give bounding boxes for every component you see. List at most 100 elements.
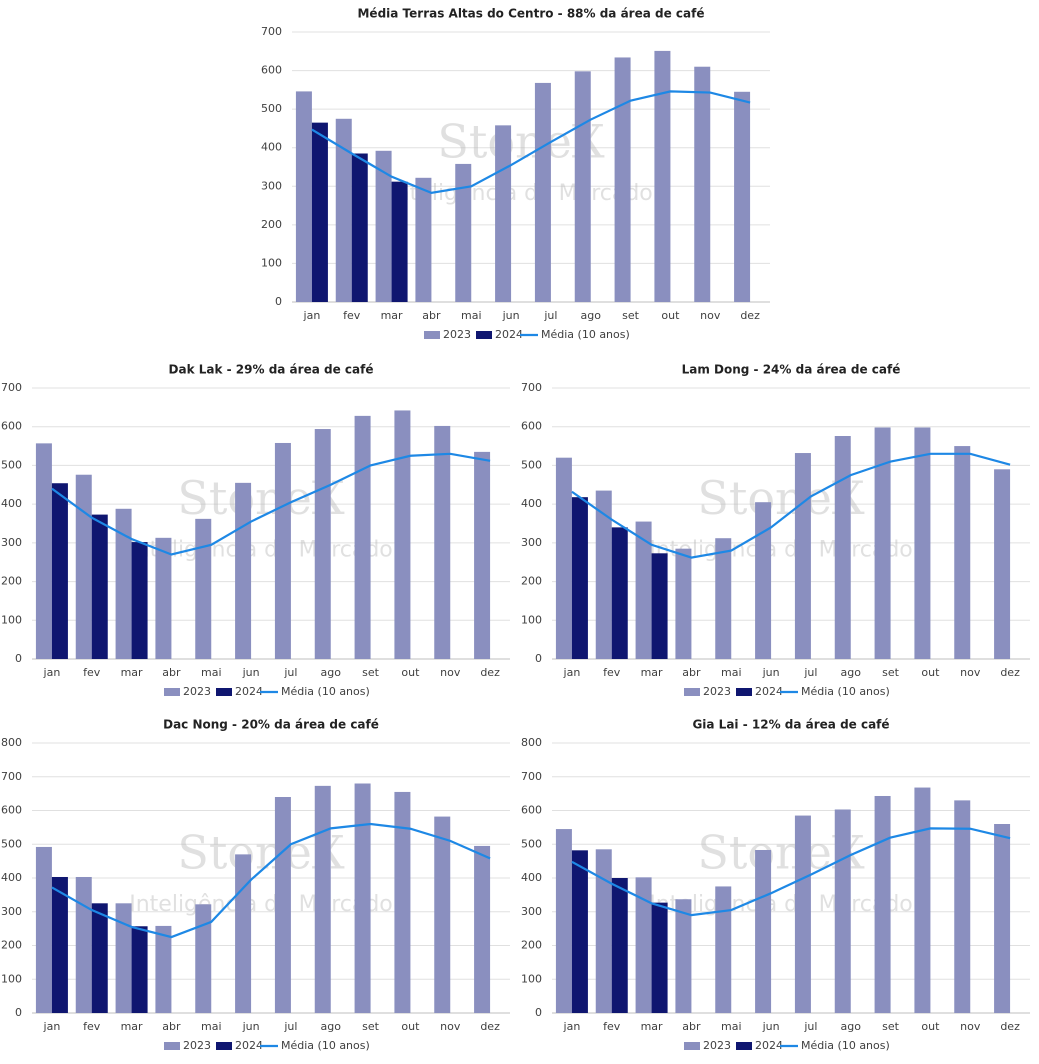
bar bbox=[794, 453, 811, 659]
y-tick-label: 200 bbox=[521, 575, 542, 588]
bar bbox=[874, 795, 891, 1013]
legend-label: Média (10 anos) bbox=[801, 685, 890, 698]
bar bbox=[354, 783, 371, 1013]
y-tick-label: 500 bbox=[521, 837, 542, 850]
bar bbox=[834, 436, 851, 659]
chart-title: Gia Lai - 12% da área de café bbox=[692, 718, 889, 732]
x-tick-label: abr bbox=[162, 666, 181, 679]
legend-swatch bbox=[164, 688, 180, 696]
y-tick-label: 100 bbox=[521, 972, 542, 985]
y-tick-label: 300 bbox=[521, 536, 542, 549]
bar bbox=[954, 800, 971, 1013]
y-tick-label: 700 bbox=[261, 25, 282, 38]
x-tick-label: fev bbox=[603, 666, 621, 679]
x-tick-label: abr bbox=[422, 309, 441, 322]
x-tick-label: set bbox=[882, 1020, 899, 1033]
x-tick-label: mar bbox=[121, 666, 143, 679]
chart-title: Média Terras Altas do Centro - 88% da ár… bbox=[357, 7, 704, 21]
y-tick-label: 100 bbox=[261, 256, 282, 269]
bar bbox=[474, 451, 491, 659]
x-tick-label: jun bbox=[242, 666, 260, 679]
y-tick-label: 700 bbox=[521, 770, 542, 783]
bar bbox=[555, 457, 572, 659]
y-tick-label: 400 bbox=[521, 871, 542, 884]
bar bbox=[195, 518, 212, 659]
y-tick-label: 800 bbox=[521, 736, 542, 749]
bar bbox=[335, 118, 352, 303]
bar bbox=[434, 425, 451, 659]
x-tick-label: jan bbox=[303, 309, 321, 322]
x-tick-label: jan bbox=[563, 666, 581, 679]
y-tick-label: 200 bbox=[521, 939, 542, 952]
x-tick-label: set bbox=[362, 1020, 379, 1033]
x-tick-label: jun bbox=[762, 1020, 780, 1033]
chart: Dak Lak - 29% da área de café 0 100 200 300 4… bbox=[1, 363, 510, 698]
line bbox=[571, 452, 1011, 559]
x-tick-label: nov bbox=[440, 1020, 461, 1033]
bar bbox=[235, 854, 252, 1013]
y-tick-label: 500 bbox=[521, 458, 542, 471]
bar bbox=[474, 845, 491, 1013]
bar bbox=[235, 482, 252, 659]
bar bbox=[794, 815, 811, 1013]
bar bbox=[914, 427, 931, 659]
bar bbox=[675, 548, 692, 659]
bar bbox=[651, 553, 668, 659]
x-tick-label: jan bbox=[563, 1020, 581, 1033]
x-tick-label: ago bbox=[321, 666, 342, 679]
chart: Média Terras Altas do Centro - 88% da ár… bbox=[261, 7, 770, 341]
legend-label: 2024 bbox=[755, 685, 783, 698]
x-tick-label: fev bbox=[83, 1020, 101, 1033]
bar bbox=[51, 483, 68, 659]
bar bbox=[375, 150, 392, 302]
bar bbox=[354, 415, 371, 659]
watermark-subtitle: Inteligência de Mercado bbox=[129, 892, 393, 917]
y-tick-label: 300 bbox=[261, 179, 282, 192]
y-tick-label: 300 bbox=[521, 905, 542, 918]
y-tick-label: 600 bbox=[521, 420, 542, 433]
bar bbox=[311, 122, 328, 303]
legend-swatch bbox=[736, 1042, 752, 1050]
legend-label: 2024 bbox=[755, 1039, 783, 1052]
legend-label: 2024 bbox=[495, 328, 523, 341]
legend-label: Média (10 anos) bbox=[541, 328, 630, 341]
x-tick-label: out bbox=[921, 666, 940, 679]
y-tick-label: 100 bbox=[1, 972, 22, 985]
x-tick-label: jul bbox=[283, 1020, 297, 1033]
bar bbox=[715, 886, 732, 1013]
x-tick-label: out bbox=[661, 309, 680, 322]
bar bbox=[274, 442, 291, 659]
legend-label: Média (10 anos) bbox=[281, 685, 370, 698]
x-tick-label: dez bbox=[480, 666, 500, 679]
y-tick-label: 0 bbox=[15, 652, 22, 665]
y-tick-label: 200 bbox=[261, 218, 282, 231]
bar bbox=[131, 542, 148, 659]
y-tick-label: 500 bbox=[1, 837, 22, 850]
bar bbox=[75, 474, 92, 659]
x-tick-label: fev bbox=[83, 666, 101, 679]
legend-swatch bbox=[684, 1042, 700, 1050]
bar bbox=[495, 125, 512, 302]
x-tick-label: mar bbox=[121, 1020, 143, 1033]
x-tick-label: set bbox=[362, 666, 379, 679]
bar bbox=[115, 903, 132, 1013]
x-tick-label: jul bbox=[283, 666, 297, 679]
y-tick-label: 100 bbox=[521, 613, 542, 626]
x-tick-label: out bbox=[401, 1020, 420, 1033]
bar bbox=[595, 490, 612, 659]
y-tick-label: 700 bbox=[521, 381, 542, 394]
bar bbox=[954, 446, 971, 659]
legend-swatch bbox=[424, 331, 440, 339]
bar bbox=[75, 876, 92, 1013]
x-tick-label: jun bbox=[242, 1020, 260, 1033]
bar bbox=[394, 410, 411, 659]
bar bbox=[654, 50, 671, 303]
legend-swatch bbox=[164, 1042, 180, 1050]
watermark-subtitle: Inteligência de Mercado bbox=[649, 538, 913, 563]
x-tick-label: fev bbox=[343, 309, 361, 322]
legend-swatch bbox=[736, 688, 752, 696]
bar bbox=[314, 785, 331, 1013]
bar bbox=[571, 850, 588, 1013]
y-tick-label: 0 bbox=[535, 1006, 542, 1019]
x-tick-label: abr bbox=[682, 666, 701, 679]
